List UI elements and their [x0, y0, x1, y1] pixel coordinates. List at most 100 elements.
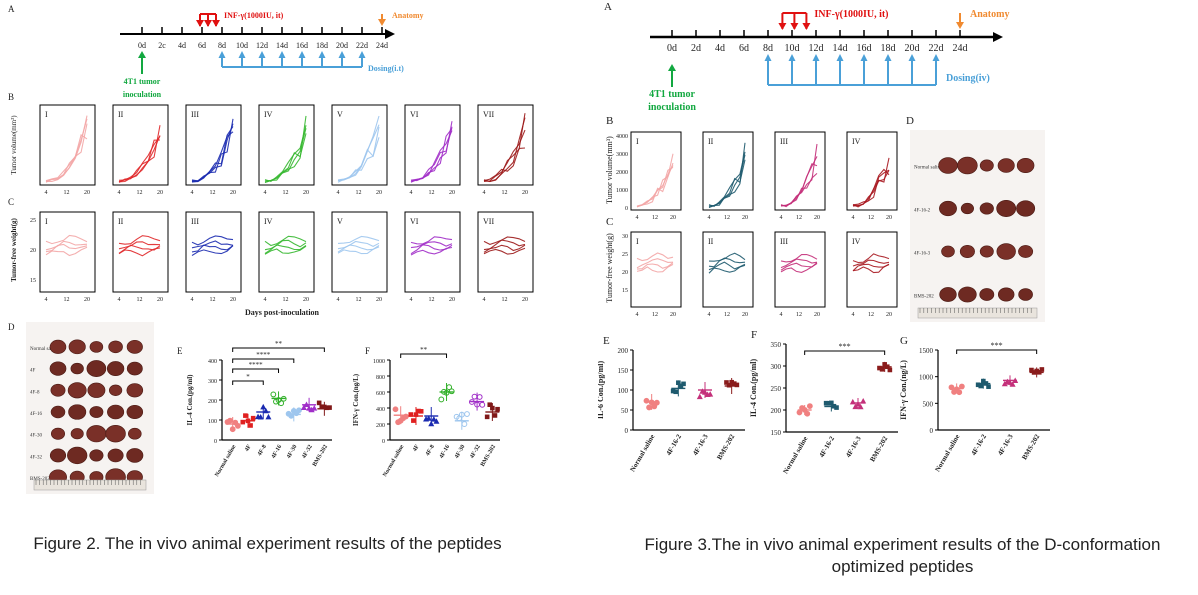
panel-label-d: D	[906, 115, 914, 127]
panel-label-a: A	[8, 4, 15, 14]
growth-panel: VII 4 12 20	[477, 104, 534, 196]
growth-panel: V 4 12 20	[331, 104, 388, 196]
significance-label: ****	[249, 361, 264, 369]
x-tick-label: 12	[652, 215, 658, 221]
series-line	[191, 131, 234, 182]
growth-panel: I 4 12 20	[39, 104, 96, 196]
x-tick-label: 20	[886, 215, 892, 221]
growth-panel: I 4 12 20	[630, 131, 682, 221]
data-point	[734, 382, 740, 388]
data-point	[879, 366, 885, 372]
data-point	[646, 404, 652, 411]
data-point	[411, 418, 416, 423]
panel-label: F	[365, 346, 370, 356]
data-point	[416, 408, 421, 414]
panel-frame	[39, 104, 96, 186]
timeline-tick-label: 24d	[953, 43, 968, 54]
dosing-arrow-head	[358, 51, 366, 58]
significance-bracket	[232, 358, 295, 363]
timeline-tick-label: 6d	[739, 43, 749, 54]
timeline-tick-label: 0d	[138, 41, 146, 50]
y-tick-label: 400	[376, 407, 385, 413]
y-tick-label: 1500	[919, 347, 934, 355]
tumor-sample	[959, 245, 975, 258]
x-tick-label: 12	[210, 297, 216, 303]
tumor-sample	[67, 446, 88, 465]
row-c-y-tick: 25	[30, 218, 36, 224]
x-tick-label: 20	[376, 297, 382, 303]
series-line	[118, 125, 161, 181]
growth-panel: III 4 12 20	[774, 231, 826, 318]
y-tick-label: 200	[376, 423, 385, 429]
dot-plot: G 1500 1000 500 0 IFN-γ Con.(ng/L) Normal sali…	[899, 335, 1050, 473]
growth-panel: IV 4 12 20	[846, 131, 898, 221]
tumor-sample	[107, 404, 125, 420]
group-label: V	[337, 110, 343, 119]
tumor-sample	[108, 340, 123, 354]
series-line	[191, 118, 234, 183]
group-label: II	[118, 217, 124, 226]
series-line	[636, 153, 674, 208]
panel-label: F	[751, 329, 757, 341]
tumor-sample	[106, 361, 125, 376]
x-tick-label: 4F-16-3	[996, 433, 1015, 457]
figure-2-caption-text: Figure 2. The in vivo animal experiment …	[33, 534, 502, 553]
tumor-sample	[1016, 158, 1035, 173]
timeline-tick-label: 2d	[691, 43, 701, 54]
series-line	[264, 115, 307, 183]
timeline-tick-label: 10d	[785, 43, 800, 54]
tumor-sample	[979, 159, 994, 172]
data-point	[492, 413, 498, 418]
growth-panel: IV 4 12 20	[258, 104, 315, 196]
series-line	[264, 244, 307, 254]
data-point	[319, 404, 325, 410]
dosing-arrow-head	[278, 51, 286, 58]
photo-row-label: 4F-8	[30, 390, 40, 395]
series-line	[780, 156, 818, 208]
data-point	[1029, 367, 1034, 373]
series-line	[708, 154, 746, 207]
x-tick-label: 4F	[244, 444, 253, 453]
x-tick-label: 4	[636, 312, 639, 318]
data-point	[796, 409, 803, 416]
group-label: IV	[264, 110, 273, 119]
tumor-sample	[941, 245, 955, 258]
x-tick-label: 12	[724, 312, 730, 318]
x-tick-label: 12	[283, 190, 289, 196]
inf-arrow-head	[196, 20, 204, 27]
y-axis-title: IFN-γ Con.(ng/L)	[899, 360, 908, 420]
timeline-tick-label: 12d	[809, 43, 824, 54]
data-point	[726, 382, 732, 388]
data-point	[265, 413, 272, 420]
group-label: IV	[264, 217, 273, 226]
y-tick-label: 200	[208, 399, 217, 405]
data-point	[724, 380, 729, 385]
data-point	[877, 365, 882, 371]
data-point	[479, 401, 486, 408]
tumor-sample	[70, 362, 84, 375]
panel-frame	[39, 211, 96, 293]
x-tick-label: 4	[191, 297, 194, 303]
series-line	[708, 142, 746, 208]
timeline-panel: A 0d 2c 4d 6d 8d 10d 12d 14d 16d 18d 20d 22d 24d INF-γ…	[8, 4, 424, 99]
growth-panel: VI 4 12 20	[404, 104, 461, 196]
x-tick-label: 4F-16-2	[818, 435, 837, 459]
row-b-y-tick: 4000	[616, 134, 628, 140]
timeline-arrowhead	[385, 29, 395, 39]
x-tick-label: 4F-16	[271, 444, 284, 460]
panel-frame	[185, 211, 242, 293]
anatomy-label: Anatomy	[970, 9, 1009, 20]
y-axis-title: IL-6 Con.(pg/ml)	[598, 361, 605, 420]
x-tick-label: 4F-32	[301, 444, 314, 460]
data-point	[327, 405, 332, 410]
data-point	[975, 382, 981, 388]
significance-label: **	[420, 346, 428, 354]
x-tick-label: Normal saline	[934, 433, 962, 473]
series-line	[780, 258, 818, 269]
row-c-x-title: Days post-inoculation	[245, 308, 320, 317]
series-line	[337, 235, 380, 244]
x-tick-label: 4	[708, 215, 711, 221]
row-c-y-tick: 15	[30, 278, 36, 284]
series-line	[483, 236, 526, 245]
timeline-tick-label: 14d	[833, 43, 848, 54]
